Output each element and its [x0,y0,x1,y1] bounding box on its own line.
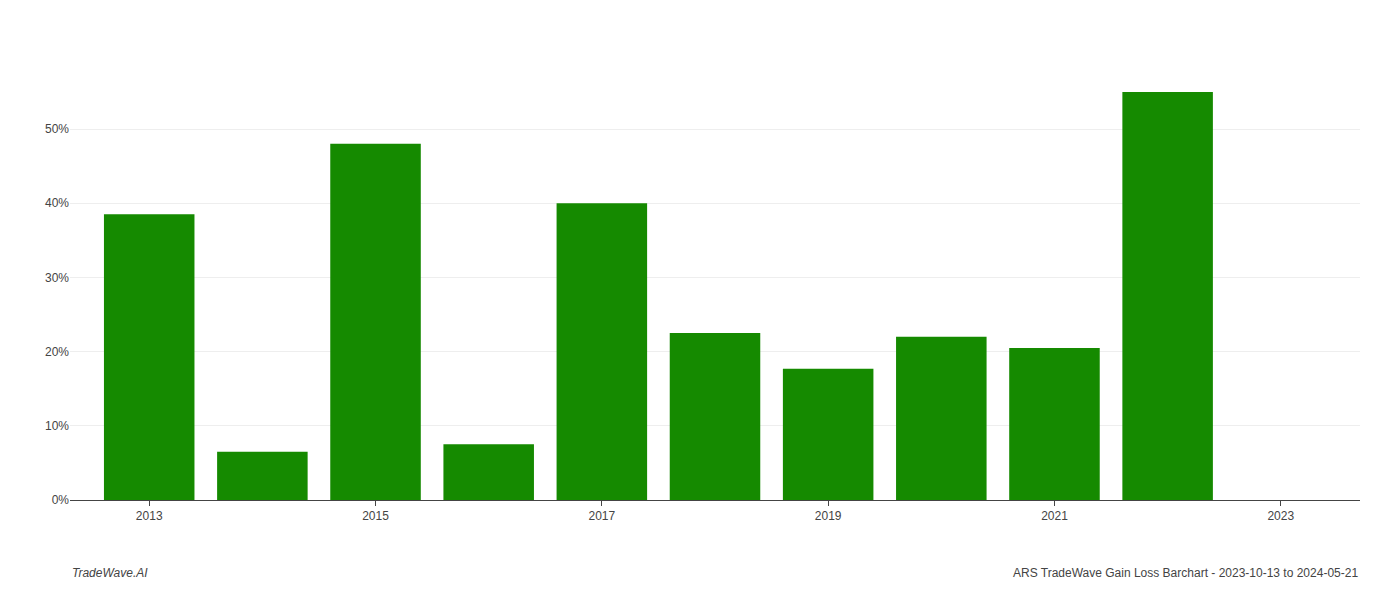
svg-text:10%: 10% [45,419,69,433]
svg-text:2023: 2023 [1267,509,1294,523]
svg-text:TradeWave.AI: TradeWave.AI [72,566,148,580]
svg-text:30%: 30% [45,271,69,285]
svg-text:0%: 0% [52,493,70,507]
svg-text:40%: 40% [45,196,69,210]
svg-text:2017: 2017 [588,509,615,523]
svg-text:50%: 50% [45,122,69,136]
svg-text:2015: 2015 [362,509,389,523]
svg-text:2013: 2013 [136,509,163,523]
svg-text:2019: 2019 [815,509,842,523]
svg-text:20%: 20% [45,345,69,359]
svg-text:2021: 2021 [1041,509,1068,523]
svg-text:ARS TradeWave Gain Loss Barcha: ARS TradeWave Gain Loss Barchart - 2023-… [1013,566,1358,580]
